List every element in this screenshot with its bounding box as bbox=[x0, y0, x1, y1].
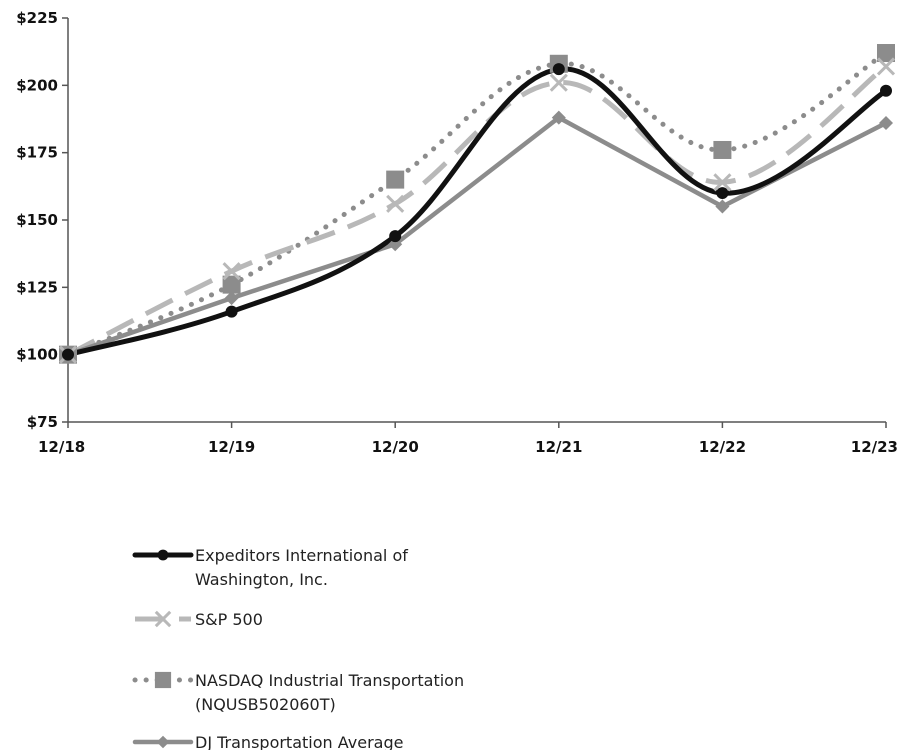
legend-entry: S&P 500 bbox=[135, 610, 263, 629]
legend: Expeditors International of Washington, I… bbox=[132, 546, 464, 752]
series-line bbox=[65, 66, 889, 358]
series-point bbox=[551, 110, 566, 125]
y-tick-label: $175 bbox=[16, 144, 58, 162]
series-point bbox=[876, 57, 896, 76]
series-line bbox=[65, 115, 889, 357]
legend-entry: NASDAQ Industrial Transportation (NQUSB50… bbox=[132, 671, 464, 714]
series-point bbox=[552, 63, 565, 76]
axes: $75 $100 $125 $150 $175 $200 $225 12/18 12/19 12/… bbox=[16, 9, 898, 456]
y-tick-label: $150 bbox=[16, 211, 58, 229]
y-tick-label: $125 bbox=[16, 278, 58, 296]
series-point bbox=[222, 262, 241, 281]
legend-entry: Expeditors International of Washington, I… bbox=[132, 546, 408, 589]
x-tick-label: 12/22 bbox=[699, 438, 746, 456]
series-point bbox=[62, 348, 74, 361]
series-point bbox=[549, 73, 568, 92]
y-tick-label: $200 bbox=[16, 76, 58, 94]
legend-label: NASDAQ Industrial Transportation bbox=[195, 671, 464, 690]
series-point bbox=[154, 671, 172, 689]
series-line bbox=[65, 50, 889, 358]
series-point bbox=[715, 199, 730, 214]
legend-label: (NQUSB502060T) bbox=[195, 695, 336, 714]
series-point bbox=[386, 194, 405, 213]
series-point bbox=[880, 84, 892, 97]
legend-label: Washington, Inc. bbox=[195, 570, 328, 589]
series-point bbox=[224, 291, 239, 306]
series-point bbox=[222, 275, 241, 294]
series-point bbox=[713, 140, 732, 159]
y-tick-label: $225 bbox=[16, 9, 58, 27]
series-point bbox=[877, 44, 895, 63]
legend-entry: DJ Transportation Average bbox=[132, 733, 403, 752]
series-point bbox=[156, 735, 170, 749]
series-point bbox=[879, 116, 893, 131]
series-point bbox=[716, 187, 729, 200]
x-tick-label: 12/21 bbox=[535, 438, 582, 456]
y-tick-label: $100 bbox=[16, 346, 58, 364]
series-point bbox=[713, 173, 732, 192]
x-tick-label: 12/23 bbox=[851, 438, 898, 456]
x-tick-label: 12/19 bbox=[208, 438, 255, 456]
legend-label: DJ Transportation Average bbox=[195, 733, 403, 750]
legend-label: S&P 500 bbox=[195, 610, 263, 629]
x-tick-label: 12/18 bbox=[38, 438, 85, 456]
series-point bbox=[154, 610, 172, 628]
series-point bbox=[389, 230, 402, 243]
series-lines bbox=[65, 50, 889, 358]
series-point bbox=[225, 305, 238, 318]
series-point bbox=[157, 549, 169, 561]
x-tick-label: 12/20 bbox=[372, 438, 419, 456]
legend-label: Expeditors International of bbox=[195, 546, 408, 565]
series-markers bbox=[58, 44, 896, 364]
series-point bbox=[386, 170, 405, 189]
y-tick-label: $75 bbox=[27, 413, 58, 431]
